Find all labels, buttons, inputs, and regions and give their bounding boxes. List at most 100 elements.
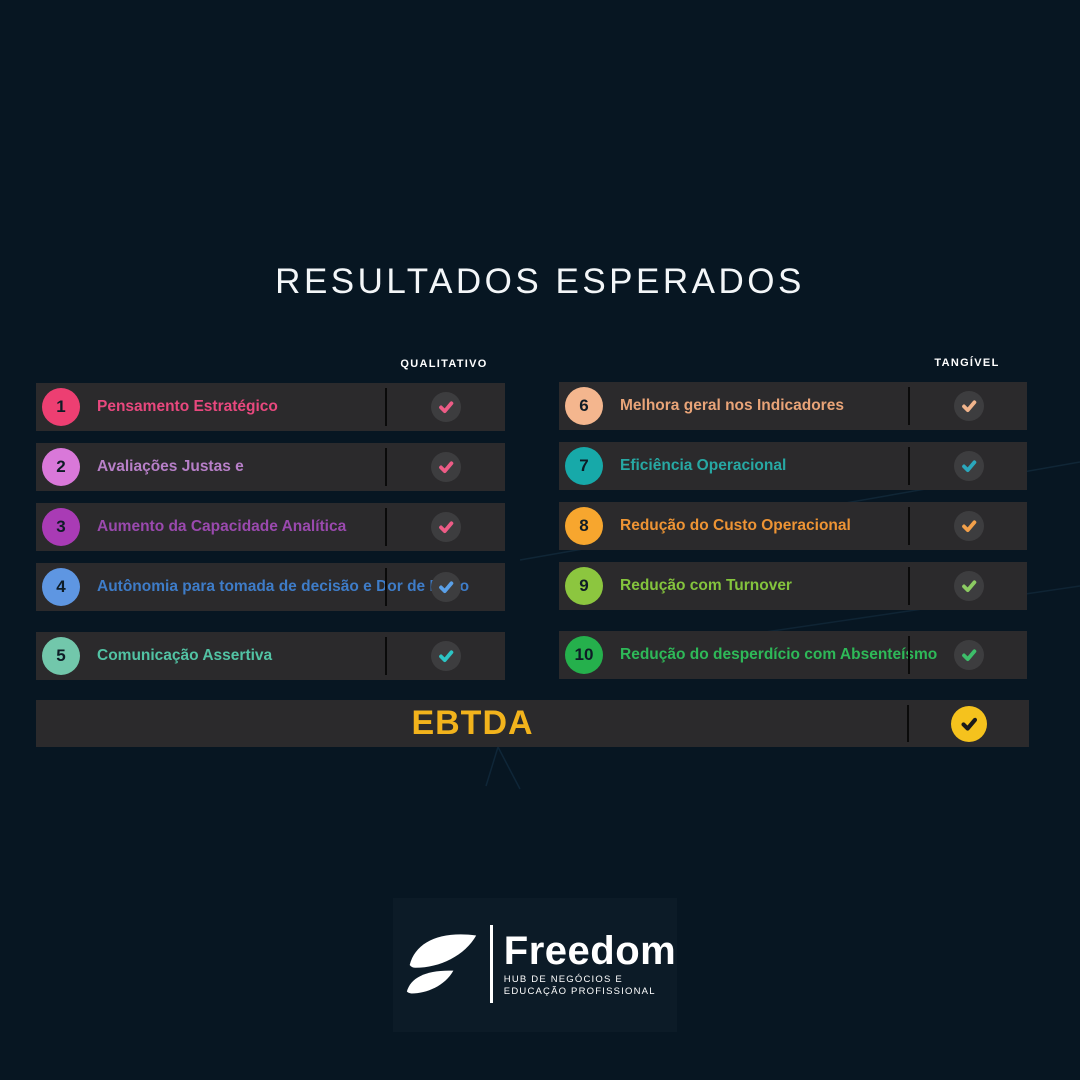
check-icon (439, 521, 454, 534)
item-number-badge: 3 (42, 508, 80, 546)
item-number: 6 (579, 396, 589, 415)
result-row: 1 Pensamento Estratégico (36, 383, 505, 431)
check-icon (962, 580, 977, 593)
check-cell (910, 562, 1028, 610)
item-label: Melhora geral nos Indicadores (620, 397, 844, 414)
row-divider (908, 447, 910, 485)
check-cell (910, 631, 1028, 679)
check-cell (910, 442, 1028, 490)
check-cell (910, 382, 1028, 430)
item-number-badge: 6 (565, 387, 603, 425)
check-icon (439, 461, 454, 474)
item-label: Aumento da Capacidade Analítica (97, 518, 347, 535)
summary-divider (907, 705, 909, 742)
item-label: Redução do Custo Operacional (620, 517, 851, 534)
result-column: TANGÍVEL 6 Melhora geral nos Indicadores… (559, 357, 1027, 691)
check-badge (431, 392, 461, 422)
item-number: 5 (56, 646, 66, 665)
check-cell (387, 563, 505, 611)
result-row: 3 Aumento da Capacidade Analítica (36, 503, 505, 551)
check-cell (387, 632, 505, 680)
item-number-badge: 2 (42, 448, 80, 486)
brand-name: Freedom (503, 928, 677, 973)
check-cell (387, 443, 505, 491)
check-badge (431, 572, 461, 602)
item-number-badge: 8 (565, 507, 603, 545)
row-divider (908, 507, 910, 545)
summary-label: EBTDA (411, 704, 534, 742)
check-badge (431, 512, 461, 542)
rows: 6 Melhora geral nos Indicadores 7 Eficiê… (559, 382, 1027, 679)
result-row: 10 Redução do desperdício com Absenteísm… (559, 631, 1027, 679)
check-badge (431, 641, 461, 671)
item-number: 7 (579, 456, 589, 475)
check-icon (962, 520, 977, 533)
row-divider (385, 388, 387, 426)
column-header: QUALITATIVO (400, 358, 488, 370)
item-label: Redução do desperdício com Absenteísmo (620, 646, 938, 663)
check-icon (439, 581, 454, 594)
check-badge (954, 391, 984, 421)
summary-check-cell (909, 700, 1029, 747)
row-divider (385, 508, 387, 546)
check-cell (387, 383, 505, 431)
check-icon (439, 401, 454, 414)
check-badge (954, 511, 984, 541)
result-row: 4 Autônomia para tomada de decisão e Dor… (36, 563, 505, 611)
check-icon (439, 650, 454, 663)
check-cell (910, 502, 1028, 550)
summary-row: EBTDA (36, 700, 1029, 747)
column-header: TANGÍVEL (934, 357, 1000, 369)
footer-logo: Freedom HUB DE NEGÓCIOS E EDUCAÇÃO PROFI… (0, 925, 1080, 1003)
item-number-badge: 7 (565, 447, 603, 485)
check-icon (962, 649, 977, 662)
check-icon (962, 460, 977, 473)
row-divider (908, 387, 910, 425)
item-label: Comunicação Assertiva (97, 647, 273, 664)
rows: 1 Pensamento Estratégico 2 Avaliações Ju… (36, 383, 505, 680)
tagline-line1: HUB DE NEGÓCIOS E (503, 973, 623, 985)
brand-block: Freedom HUB DE NEGÓCIOS E EDUCAÇÃO PROFI… (504, 931, 676, 998)
item-number: 9 (579, 576, 589, 595)
item-number-badge: 9 (565, 567, 603, 605)
result-row: 7 Eficiência Operacional (559, 442, 1027, 490)
page-title: RESULTADOS ESPERADOS (275, 262, 805, 301)
item-label: Pensamento Estratégico (97, 398, 278, 415)
result-column: QUALITATIVO 1 Pensamento Estratégico 2 A… (36, 358, 505, 692)
item-label: Eficiência Operacional (620, 457, 787, 474)
check-icon (961, 717, 978, 731)
check-badge (954, 571, 984, 601)
freedom-leaf-icon (406, 934, 476, 994)
item-label: Redução com Turnover (620, 577, 792, 594)
item-number: 1 (56, 397, 66, 416)
logo-divider-bar (489, 925, 493, 1003)
result-row: 2 Avaliações Justas e (36, 443, 505, 491)
item-number-badge: 1 (42, 388, 80, 426)
item-label: Autônomia para tomada de decisão e Dor d… (97, 578, 470, 595)
item-number: 10 (574, 645, 594, 664)
item-label: Avaliações Justas e (97, 458, 244, 475)
result-row: 8 Redução do Custo Operacional (559, 502, 1027, 550)
item-number-badge: 10 (565, 636, 603, 674)
row-divider (385, 448, 387, 486)
result-row: 9 Redução com Turnover (559, 562, 1027, 610)
summary-check-badge (951, 705, 987, 742)
result-row: 6 Melhora geral nos Indicadores (559, 382, 1027, 430)
item-number: 4 (56, 577, 66, 596)
item-number: 3 (56, 517, 66, 536)
tagline-line2: EDUCAÇÃO PROFISSIONAL (503, 985, 656, 997)
item-number: 2 (56, 457, 66, 476)
check-badge (954, 640, 984, 670)
item-number: 8 (579, 516, 589, 535)
item-number-badge: 5 (42, 637, 80, 675)
row-divider (908, 567, 910, 605)
row-divider (908, 636, 910, 674)
check-badge (954, 451, 984, 481)
row-divider (385, 568, 387, 606)
check-badge (431, 452, 461, 482)
result-row: 5 Comunicação Assertiva (36, 632, 505, 680)
brand-tagline: HUB DE NEGÓCIOS E EDUCAÇÃO PROFISSIONAL (504, 974, 676, 998)
check-icon (962, 400, 977, 413)
check-cell (387, 503, 505, 551)
